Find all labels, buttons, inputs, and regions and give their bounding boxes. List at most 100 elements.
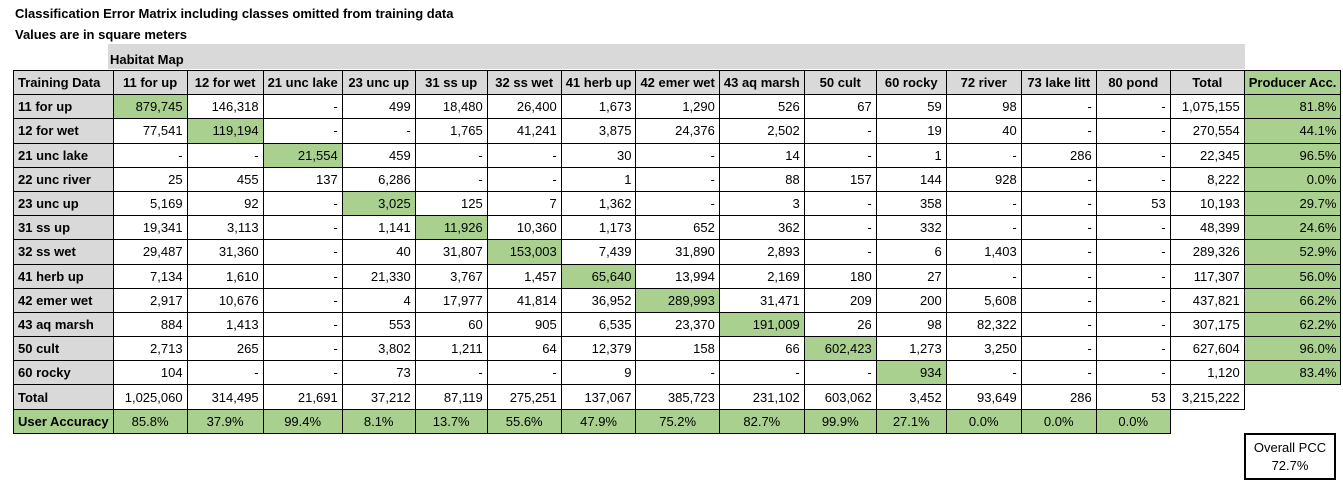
empty-cell [1170,409,1244,433]
row-total-cell: 307,175 [1169,311,1245,338]
row-total-cell: 22,345 [1169,142,1245,168]
matrix-cell: - [341,118,416,144]
user-accuracy-cell: 75.2% [635,408,720,434]
matrix-cell: - [1020,360,1097,386]
matrix-cell: - [945,360,1022,386]
matrix-cell: 1,610 [186,263,264,289]
producer-accuracy-cell: 44.1% [1243,118,1342,144]
overall-pcc-value: 72.7% [1271,458,1309,473]
matrix-cell: - [1095,215,1171,241]
matrix-cell: - [1095,94,1171,120]
matrix-cell: - [635,142,720,168]
total-cell: 93,649 [945,384,1022,410]
matrix-cell: 27 [875,263,947,289]
row-header: 50 cult [13,336,114,362]
diagonal-cell: 191,009 [718,311,805,338]
row-total-cell: 117,307 [1169,263,1245,289]
matrix-cell: 31,890 [635,239,720,265]
matrix-cell: 1,362 [560,190,637,217]
matrix-cell: - [262,263,343,289]
matrix-cell: - [1095,166,1171,192]
matrix-cell: 209 [803,287,877,313]
table-row: 32 ss wet 29,487 31,360-40 31,807 153,003 7,4… [13,239,1342,265]
column-header: 72 river [945,69,1022,96]
matrix-cell: 60 [414,311,488,338]
row-header: 31 ss up [13,215,114,241]
row-total-cell: 289,326 [1169,239,1245,265]
total-cell: 21,691 [262,384,343,410]
empty-cell [1244,385,1341,409]
matrix-cell: - [262,190,343,217]
matrix-cell: - [635,166,720,192]
matrix-cell: - [803,215,877,241]
matrix-cell: - [262,239,343,265]
matrix-cell: - [718,360,805,386]
matrix-cell: 18,480 [414,94,488,120]
matrix-cell: 104 [112,360,188,386]
matrix-cell: 36,952 [560,287,637,313]
matrix-cell: 41,241 [486,118,562,144]
matrix-cell: 4 [341,287,416,313]
table-row: 43 aq marsh 884 1,413-553 60 905 6,535 23,370 1… [13,311,1342,338]
row-total-cell: 1,075,155 [1169,94,1245,120]
matrix-cell: 98 [945,94,1022,120]
matrix-cell: - [486,360,562,386]
matrix-cell: 455 [186,166,264,192]
matrix-cell: - [635,360,720,386]
total-cell: 3,452 [875,384,947,410]
matrix-cell: - [1020,311,1097,338]
matrix-cell: 1,457 [486,263,562,289]
user-accuracy-cell: 0.0% [1095,408,1171,434]
table-row: 21 unc lake - -21,554 459- -30-14-1-286-22,3… [13,142,1342,168]
matrix-cell: 6 [875,239,947,265]
matrix-cell: 526 [718,94,805,120]
diagonal-cell: 11,926 [414,215,488,241]
row-header: Total [13,384,114,410]
matrix-cell: 286 [1020,142,1097,168]
user-accuracy-cell: 27.1% [875,408,947,434]
matrix-cell: 19 [875,118,947,144]
matrix-cell: 1,273 [875,336,947,362]
matrix-cell: - [262,215,343,241]
matrix-cell: 180 [803,263,877,289]
matrix-cell: 125 [414,190,488,217]
total-cell: 603,062 [803,384,877,410]
column-header: 73 lake litt [1020,69,1097,96]
diagonal-cell: 119,194 [186,118,264,144]
total-cell: 385,723 [635,384,720,410]
row-total-cell: 48,399 [1169,215,1245,241]
matrix-cell: 10,360 [486,215,562,241]
matrix-cell: 30 [560,142,637,168]
empty-cell [1244,409,1341,433]
matrix-cell: - [414,166,488,192]
corner-header: Training Data [13,69,114,96]
matrix-cell: 2,713 [112,336,188,362]
user-accuracy-cell: 99.4% [262,408,343,434]
matrix-cell: 1,290 [635,94,720,120]
total-cell: 286 [1020,384,1097,410]
matrix-cell: 92 [186,190,264,217]
matrix-cell: 9 [560,360,637,386]
matrix-cell: 3,767 [414,263,488,289]
column-header: 80 pond [1095,69,1171,96]
column-header: 31 ss up [414,69,488,96]
matrix-cell: 1,173 [560,215,637,241]
matrix-cell: 59 [875,94,947,120]
row-header: 43 aq marsh [13,311,114,338]
matrix-cell: 7,439 [560,239,637,265]
table-row: 23 unc up 5,169 92-3,025 125 7 1,362-3-358- -5… [13,190,1342,217]
overall-pcc-label: Overall PCC [1253,440,1327,455]
user-accuracy-cell: 85.8% [112,408,188,434]
user-accuracy-cell: 47.9% [560,408,637,434]
matrix-cell: 19,341 [112,215,188,241]
matrix-cell: - [1095,287,1171,313]
overall-pcc-box: Overall PCC 72.7% [1244,433,1336,480]
page-title: Classification Error Matrix including cl… [15,6,454,21]
matrix-cell: 1,141 [341,215,416,241]
matrix-cell: 265 [186,336,264,362]
row-header: 22 unc river [13,166,114,192]
user-accuracy-cell: 82.7% [718,408,805,434]
table-row: 60 rocky 104- -73- -9- - -934- - -1,120 83.4% [13,360,1342,386]
matrix-cell: 157 [803,166,877,192]
total-cell: 314,495 [186,384,264,410]
